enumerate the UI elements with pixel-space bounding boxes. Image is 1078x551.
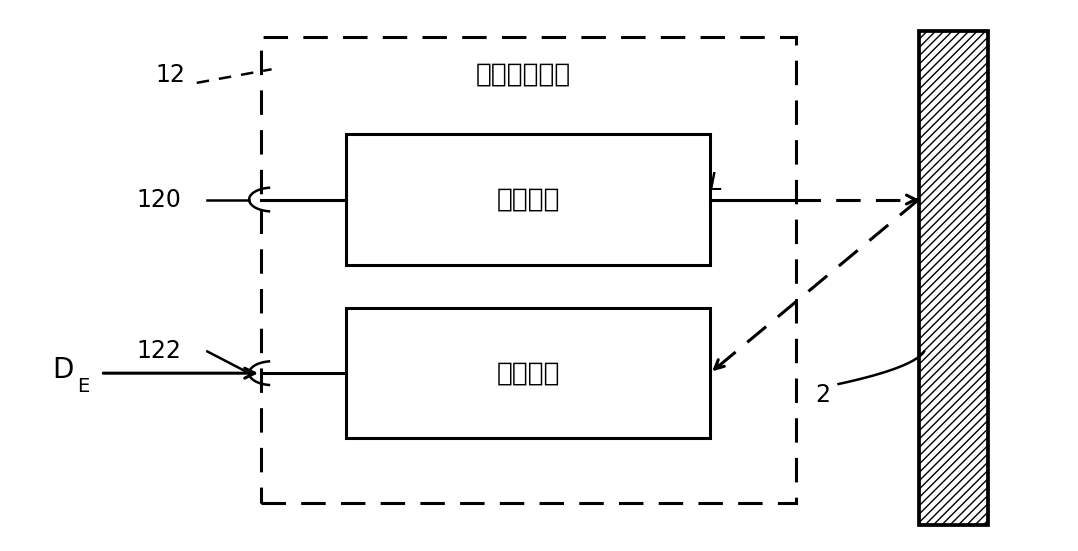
Bar (346, 308, 710, 438)
Bar (261, 37, 796, 504)
Bar (346, 134, 710, 264)
Text: L: L (708, 171, 722, 195)
Text: $\mathregular{D}$: $\mathregular{D}$ (52, 356, 74, 385)
Text: 接近式传感器: 接近式传感器 (475, 62, 570, 88)
Text: 发射单元: 发射单元 (497, 187, 561, 213)
Text: 2: 2 (815, 383, 830, 407)
Text: 12: 12 (155, 63, 185, 87)
Bar (918, 31, 989, 525)
Text: 接收单元: 接收单元 (497, 360, 561, 386)
Text: 122: 122 (137, 339, 182, 364)
Text: E: E (78, 377, 89, 396)
Text: 120: 120 (137, 187, 182, 212)
